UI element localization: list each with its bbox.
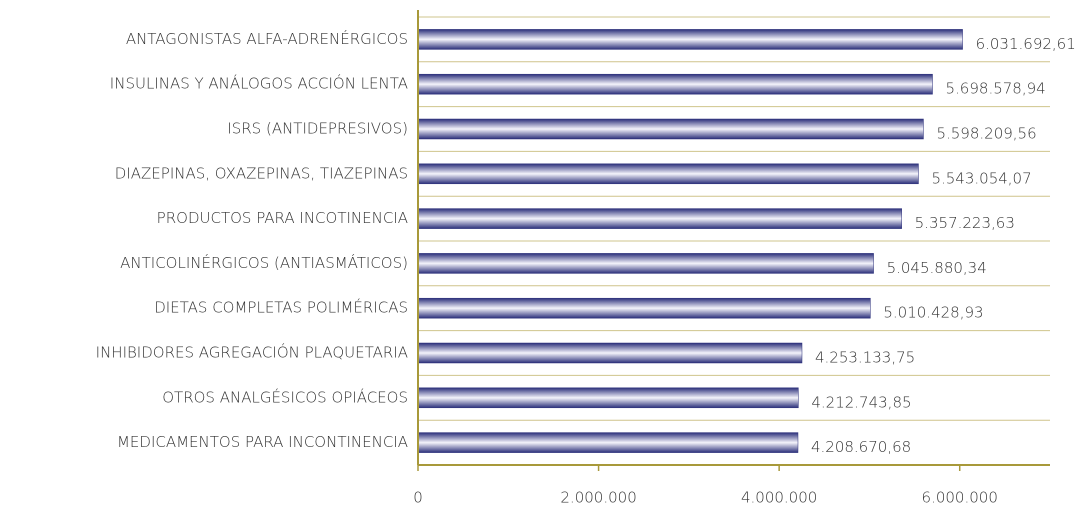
value-label: 5.045.880,34	[887, 259, 987, 277]
x-tick-label: 4.000.000	[741, 489, 817, 507]
bar	[417, 163, 919, 185]
y-tick-label: PRODUCTOS PARA INCOTINENCIA	[157, 209, 408, 227]
y-tick-label: ISRS (ANTIDEPRESIVOS)	[227, 120, 408, 138]
value-label: 4.208.670,68	[811, 438, 911, 456]
value-label: 5.357.223,63	[915, 214, 1015, 232]
value-label: 5.543.054,07	[931, 169, 1031, 187]
value-label: 4.253.133,75	[815, 349, 915, 367]
y-tick-label: DIETAS COMPLETAS POLIMÉRICAS	[154, 298, 408, 317]
y-tick-label: INSULINAS Y ANÁLOGOS ACCIÓN LENTA	[110, 74, 408, 93]
y-tick-label: DIAZEPINAS, OXAZEPINAS, TIAZEPINAS	[115, 164, 408, 182]
bar	[417, 342, 803, 364]
x-tick-label: 0	[413, 489, 423, 507]
value-label: 5.010.428,93	[883, 304, 983, 322]
y-tick-label: MEDICAMENTOS PARA INCONTINENCIA	[117, 433, 408, 451]
bar	[417, 253, 874, 274]
value-label: 5.698.578,94	[946, 80, 1046, 98]
bar	[417, 118, 924, 140]
bar	[417, 387, 799, 409]
y-tick-label: OTROS ANALGÉSICOS OPIÁCEOS	[162, 387, 408, 406]
bar	[417, 297, 871, 319]
value-label: 5.598.209,56	[936, 125, 1036, 143]
y-tick-label: ANTICOLINÉRGICOS (ANTIASMÁTICOS)	[120, 253, 408, 272]
bar	[417, 29, 963, 50]
bar	[417, 73, 933, 95]
y-tick-label: ANTAGONISTAS ALFA-ADRENÉRGICOS	[126, 29, 408, 48]
value-label: 4.212.743,85	[811, 393, 911, 411]
x-tick-label: 6.000.000	[922, 489, 998, 507]
bar	[417, 432, 799, 453]
value-label: 6.031.692,61	[976, 35, 1076, 53]
bar	[417, 208, 902, 229]
y-tick-label: INHIBIDORES AGREGACIÓN PLAQUETARIA	[96, 343, 408, 362]
x-tick-label: 2.000.000	[560, 489, 636, 507]
